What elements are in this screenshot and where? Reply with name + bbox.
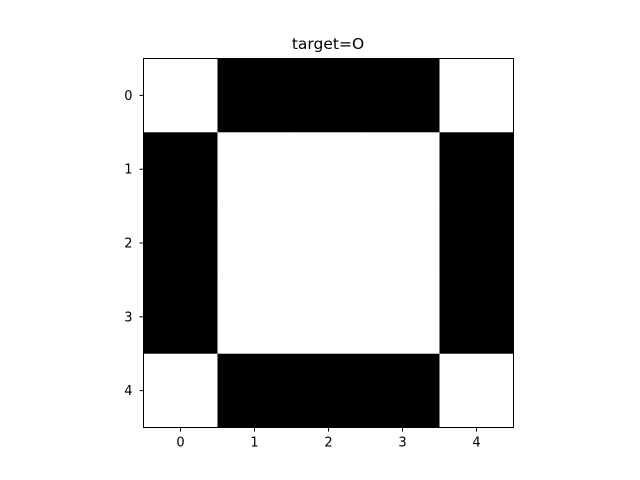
heatmap-cell-r2-c4: [439, 206, 514, 281]
heatmap-cell-r4-c3: [365, 353, 440, 428]
x-tick-label-4: 4: [472, 436, 480, 451]
y-tick-label-4: 4: [124, 384, 132, 399]
heatmap-cells: [143, 58, 514, 428]
y-tick-label-2: 2: [124, 237, 132, 252]
heatmap-cell-r0-c2: [291, 58, 366, 133]
heatmap-cell-r4-c4: [439, 353, 514, 428]
heatmap-cell-r3-c0: [143, 279, 218, 355]
y-tick-label-3: 3: [124, 310, 132, 325]
heatmap-cell-r0-c1: [217, 58, 292, 133]
heatmap-cell-r1-c4: [439, 132, 514, 207]
heatmap-cell-r1-c1: [217, 132, 292, 207]
heatmap-cell-r2-c2: [291, 206, 366, 281]
heatmap-cell-r4-c1: [217, 353, 292, 428]
axes-frame: [143, 58, 514, 428]
heatmap-cell-r0-c3: [365, 58, 440, 133]
x-tick-label-3: 3: [398, 436, 406, 451]
heatmap-cell-r1-c3: [365, 132, 440, 207]
y-tick-label-1: 1: [124, 163, 132, 178]
heatmap-cell-r2-c0: [143, 206, 218, 281]
x-tick-label-2: 2: [324, 436, 332, 451]
chart-title: target=O: [292, 35, 364, 53]
axis-ticks: 0 1 2 3 4 0 1 2 3 4: [124, 89, 480, 451]
x-tick-label-1: 1: [250, 436, 258, 451]
heatmap-cell-r1-c0: [143, 132, 218, 207]
heatmap-cell-r0-c4: [439, 58, 514, 133]
heatmap-cell-r2-c3: [365, 206, 440, 281]
heatmap-cell-r3-c4: [439, 279, 514, 355]
heatmap-cell-r3-c1: [217, 279, 292, 355]
heatmap-cell-r2-c1: [217, 206, 292, 281]
y-tick-label-0: 0: [124, 89, 132, 104]
heatmap-cell-r4-c2: [291, 353, 366, 428]
heatmap-cell-r3-c2: [291, 279, 366, 355]
heatmap-cell-r4-c0: [143, 353, 218, 428]
x-tick-label-0: 0: [176, 436, 184, 451]
heatmap-cell-r3-c3: [365, 279, 440, 355]
heatmap-cell-r0-c0: [143, 58, 218, 133]
heatmap-cell-r1-c2: [291, 132, 366, 207]
